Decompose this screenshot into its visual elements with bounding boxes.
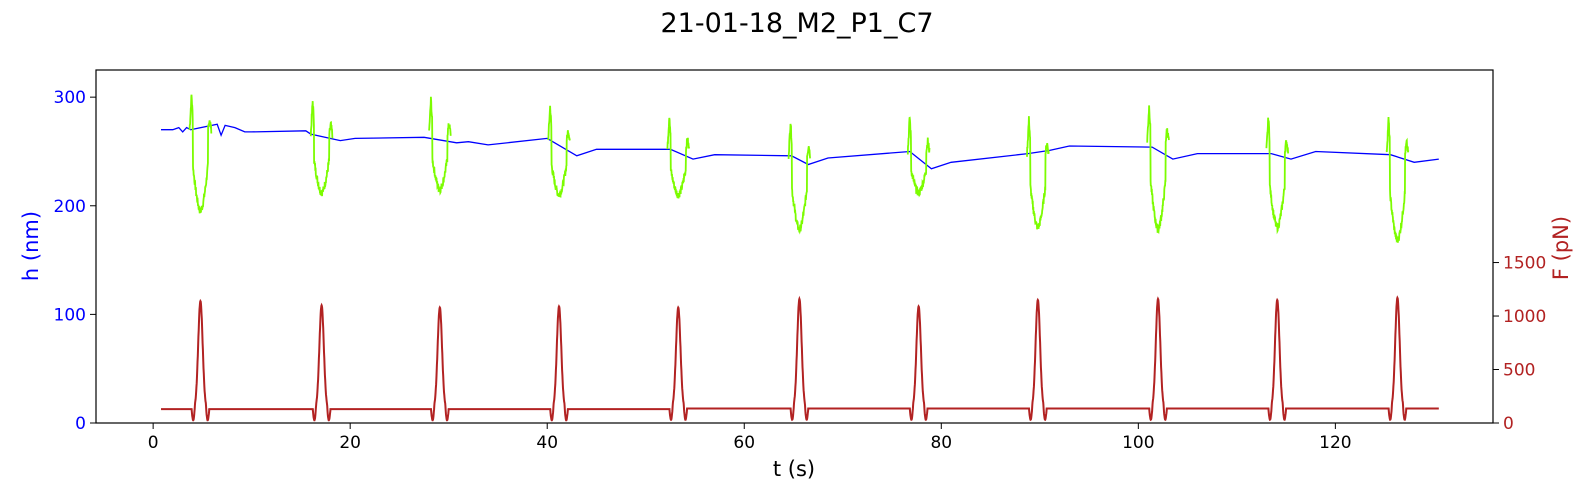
height-compression-line — [428, 96, 452, 196]
height-compression-line — [1146, 105, 1170, 235]
height-compression-line — [547, 105, 571, 198]
force-peak-line — [789, 295, 810, 422]
force-peak-line — [1267, 297, 1288, 422]
y-axis-label-left: h (nm) — [19, 211, 43, 281]
y-tick-label-left: 100 — [54, 305, 86, 325]
y-tick-label-right: 1000 — [1503, 307, 1546, 327]
y-axis-label-right: F (pN) — [1549, 216, 1573, 280]
x-tick-label: 60 — [733, 433, 755, 453]
y-tick-label-left: 300 — [54, 88, 86, 108]
axes-frame — [95, 69, 1494, 424]
y-tick-label-left: 200 — [54, 197, 86, 217]
chart-title: 21-01-18_M2_P1_C7 — [660, 8, 933, 39]
x-tick-label: 20 — [339, 433, 361, 453]
height-compression-line — [1385, 116, 1410, 244]
x-tick-label: 40 — [536, 433, 558, 453]
height-compression-line — [309, 101, 334, 197]
force-peak-line — [1148, 296, 1168, 422]
x-tick-label: 100 — [1122, 433, 1154, 453]
x-axis-label: t (s) — [773, 457, 815, 481]
y-tick-label-left: 0 — [75, 414, 86, 434]
force-peak-line — [668, 305, 689, 421]
height-compression-line — [1026, 116, 1050, 230]
axis-ticks: 0 20 40 60 80 100 120 0 100 200 300 0 500 1000 1500 — [54, 88, 1547, 453]
force-peak-line — [430, 305, 450, 422]
force-peak-line — [1028, 297, 1048, 422]
height-compression-line — [906, 116, 931, 198]
y-tick-label-right: 0 — [1503, 414, 1514, 434]
height-baseline-line — [161, 123, 1439, 170]
plot-area — [161, 94, 1439, 422]
height-compression-line — [1265, 117, 1289, 235]
force-peak-line — [190, 298, 211, 422]
force-peak-line — [908, 304, 929, 421]
height-compression-line — [188, 94, 213, 214]
x-tick-label: 80 — [930, 433, 952, 453]
height-compression-line — [666, 117, 690, 199]
x-tick-label: 0 — [148, 433, 159, 453]
force-peak-line — [311, 302, 332, 422]
y-tick-label-right: 500 — [1503, 361, 1535, 381]
x-tick-label: 120 — [1319, 433, 1351, 453]
y-tick-label-right: 1500 — [1503, 254, 1546, 274]
force-peak-line — [549, 304, 569, 422]
force-peak-line — [1387, 295, 1408, 422]
height-compression-line — [787, 123, 812, 235]
